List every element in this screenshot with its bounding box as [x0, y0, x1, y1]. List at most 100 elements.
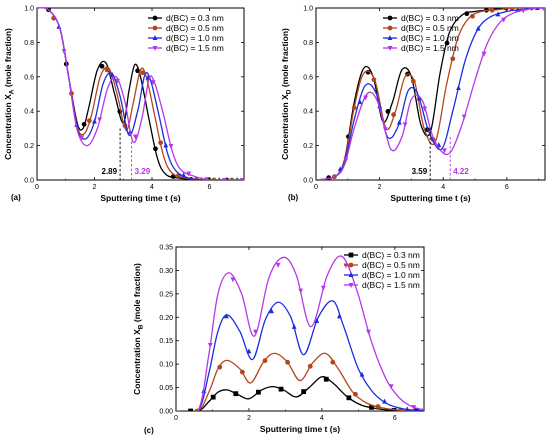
x-tick-label: 2 — [93, 184, 97, 191]
x-tick-label: 0 — [314, 184, 318, 191]
series-marker — [150, 80, 156, 86]
legend-marker — [152, 46, 158, 51]
series-line — [37, 8, 244, 180]
y-tick-label: 0.30 — [159, 268, 173, 275]
legend-marker — [387, 35, 393, 40]
series-marker — [256, 389, 261, 395]
x-axis-label: Sputtering time t (s) — [260, 424, 340, 434]
series-line — [176, 376, 424, 411]
series-marker — [330, 359, 336, 365]
series-marker — [456, 84, 461, 90]
series-marker — [223, 313, 229, 319]
series-marker — [275, 262, 281, 268]
y-axis-label-unit: (mole fraction) — [3, 28, 13, 90]
x-tick-label: 0 — [174, 415, 178, 422]
series-marker — [188, 408, 193, 411]
series-marker — [168, 143, 174, 149]
y-tick-label: 0.2 — [24, 143, 34, 150]
series-marker — [481, 51, 487, 57]
annotation-label: 3.29 — [135, 167, 151, 176]
series-marker — [186, 171, 192, 177]
series-marker — [391, 112, 397, 118]
legend-label: d(BC) = 1.0 nm — [401, 33, 459, 43]
series-marker — [140, 70, 146, 76]
x-tick-label: 6 — [505, 184, 509, 191]
series-marker — [422, 106, 428, 112]
series-marker — [115, 78, 120, 84]
series-2 — [316, 8, 545, 180]
series-marker — [495, 11, 501, 17]
series-marker — [285, 359, 290, 365]
series-marker — [104, 67, 110, 73]
plot-frame — [175, 246, 425, 412]
series-marker — [81, 121, 87, 127]
series-marker — [359, 371, 365, 377]
series-marker — [346, 395, 352, 401]
series-marker — [230, 277, 236, 283]
y-tick-label: 0.4 — [24, 109, 34, 116]
series-marker — [320, 285, 326, 291]
series-marker — [402, 122, 408, 128]
series-marker — [464, 11, 470, 17]
legend-marker — [348, 272, 354, 277]
series-marker — [323, 376, 329, 382]
y-tick-label: 0.20 — [159, 315, 173, 322]
legend: d(BC) = 0.3 nmd(BC) = 0.5 nmd(BC) = 1.0 … — [383, 13, 459, 53]
series-marker — [298, 288, 304, 294]
series-marker — [353, 391, 358, 397]
x-tick-label: 2 — [378, 184, 382, 191]
legend-marker — [152, 25, 158, 31]
chart-panel-1: 0 2 4 6 0.0 0.2 0.4 0.6 0.8 1.0 Sputtering time t … — [280, 6, 546, 203]
series-marker — [520, 8, 526, 14]
y-tick-label: 0.6 — [303, 74, 313, 81]
x-tick-label: 6 — [208, 184, 212, 191]
series-marker — [375, 404, 381, 409]
series-marker — [351, 105, 357, 111]
chart-panel-0: 0 2 4 6 0.0 0.2 0.4 0.6 0.8 1.0 Sputtering time t … — [3, 6, 245, 203]
series-line — [316, 8, 545, 180]
series-marker — [222, 178, 227, 180]
series-marker — [92, 118, 97, 124]
series-marker — [369, 404, 374, 410]
legend-label: d(BC) = 0.3 nm — [166, 13, 224, 23]
series-line — [316, 8, 545, 180]
legend-label: d(BC) = 0.5 nm — [401, 23, 459, 33]
series-marker — [135, 68, 141, 74]
series-marker — [404, 406, 410, 411]
y-axis-label-subscript: B — [138, 324, 145, 329]
y-tick-label: 1.0 — [24, 6, 34, 13]
series-marker — [204, 177, 210, 180]
panel-label: (a) — [11, 193, 21, 202]
series-marker — [337, 166, 343, 172]
series-marker — [391, 408, 397, 411]
series-marker — [461, 114, 467, 120]
x-tick-label: 4 — [320, 415, 324, 422]
series-marker — [307, 363, 313, 369]
x-tick-label: 6 — [393, 415, 397, 422]
y-axis-label-main: Concentration X — [3, 94, 13, 160]
series-3 — [316, 8, 545, 180]
legend-label: d(BC) = 0.3 nm — [362, 250, 420, 260]
legend-label: d(BC) = 1.5 nm — [166, 43, 224, 53]
x-axis-label: Sputtering time t (s) — [390, 193, 470, 203]
legend-label: d(BC) = 1.5 nm — [401, 43, 459, 53]
series-marker — [442, 148, 447, 154]
y-tick-label: 0.25 — [159, 291, 173, 298]
annotation-label: 2.89 — [102, 167, 118, 176]
series-marker — [217, 177, 221, 180]
series-marker — [217, 364, 223, 370]
series-marker — [396, 119, 402, 125]
series-marker — [343, 157, 349, 163]
series-marker — [158, 140, 164, 146]
series-marker — [79, 135, 85, 141]
legend-marker — [152, 15, 158, 21]
series-marker — [444, 40, 450, 46]
x-tick-label: 0 — [35, 184, 39, 191]
x-axis-label: Sputtering time t (s) — [100, 193, 180, 203]
legend-marker — [348, 252, 354, 258]
y-tick-label: 0.10 — [159, 362, 173, 369]
legend: d(BC) = 0.3 nmd(BC) = 0.5 nmd(BC) = 1.0 … — [344, 250, 420, 290]
series-marker — [253, 329, 258, 335]
series-marker — [109, 71, 115, 77]
